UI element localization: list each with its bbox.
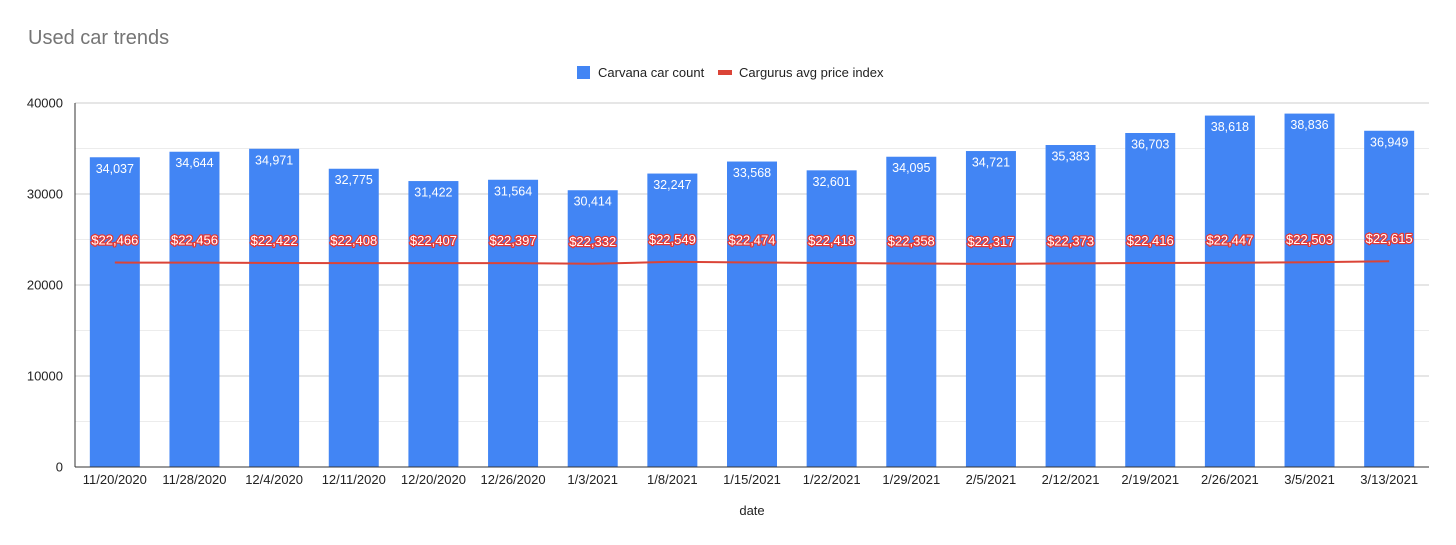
x-tick-label: 2/19/2021 xyxy=(1121,472,1179,487)
line-data-label: $22,407 xyxy=(410,233,457,248)
bar-data-label: 35,383 xyxy=(1051,150,1089,164)
line-data-label: $22,422 xyxy=(251,233,298,248)
x-tick-label: 1/15/2021 xyxy=(723,472,781,487)
legend-label-carvana-car-count: Carvana car count xyxy=(598,65,705,80)
legend-swatch-cargurus-avg-price-index xyxy=(718,70,732,75)
bar-data-label: 38,836 xyxy=(1290,118,1328,132)
bar xyxy=(567,190,618,467)
bar xyxy=(727,161,777,468)
x-tick-label: 1/29/2021 xyxy=(882,472,940,487)
bar-data-label: 32,775 xyxy=(335,173,373,187)
chart-title: Used car trends xyxy=(28,27,169,49)
y-tick-label: 20000 xyxy=(27,278,63,293)
bar-data-label: 36,949 xyxy=(1370,135,1408,149)
line-data-label: $22,408 xyxy=(330,233,377,248)
legend-swatch-carvana-car-count xyxy=(577,66,590,79)
bar-data-label: 34,095 xyxy=(892,161,930,175)
line-data-labels: $22,466 $22,456 $22,422 $22,408 $22,407 $22,3… xyxy=(90,230,1414,250)
x-tick-label: 12/26/2020 xyxy=(481,472,546,487)
bar xyxy=(1204,115,1255,467)
bar-series xyxy=(89,113,1415,468)
x-tick-label: 1/22/2021 xyxy=(803,472,861,487)
line-data-label: $22,447 xyxy=(1206,233,1253,248)
bar-data-label: 31,564 xyxy=(494,184,532,198)
bar xyxy=(886,156,937,467)
bar-data-label: 34,721 xyxy=(972,156,1010,170)
line-data-label: $22,549 xyxy=(649,232,696,247)
bar xyxy=(647,173,698,467)
line-data-label: $22,418 xyxy=(808,233,855,248)
y-tick-label: 10000 xyxy=(27,369,63,384)
x-tick-label: 3/5/2021 xyxy=(1284,472,1335,487)
bar xyxy=(1284,113,1335,467)
bar xyxy=(408,181,459,467)
bar-data-label: 32,601 xyxy=(813,175,851,189)
line-data-label: $22,615 xyxy=(1366,231,1413,246)
bar-data-label: 34,037 xyxy=(96,162,134,176)
x-tick-label: 2/12/2021 xyxy=(1042,472,1100,487)
bar xyxy=(249,148,300,467)
line-data-label: $22,373 xyxy=(1047,233,1094,248)
line-data-label: $22,503 xyxy=(1286,232,1333,247)
bar xyxy=(806,170,857,467)
line-data-label: $22,456 xyxy=(171,233,218,248)
y-tick-label: 0 xyxy=(56,460,63,475)
line-data-label: $22,466 xyxy=(91,233,138,248)
bar xyxy=(1364,130,1415,467)
bar-data-label: 32,247 xyxy=(653,178,691,192)
y-axis-ticks: 0 10000 20000 30000 40000 xyxy=(27,96,63,475)
bar-data-label: 38,618 xyxy=(1211,120,1249,134)
x-tick-label: 12/4/2020 xyxy=(245,472,303,487)
bar xyxy=(1125,133,1176,468)
line-series xyxy=(114,260,1390,265)
bar xyxy=(1045,145,1096,467)
line-data-label: $22,397 xyxy=(490,233,537,248)
line-data-label: $22,474 xyxy=(729,232,776,247)
bar-data-label: 34,971 xyxy=(255,153,293,167)
line-data-label: $22,416 xyxy=(1127,233,1174,248)
bar-data-labels: 34,037 34,644 34,971 32,775 31,422 31,564 30,4… xyxy=(96,118,1409,209)
x-tick-label: 1/3/2021 xyxy=(567,472,618,487)
bar xyxy=(965,151,1016,468)
line-data-label: $22,358 xyxy=(888,234,935,249)
y-tick-label: 30000 xyxy=(27,187,63,202)
x-tick-label: 12/11/2020 xyxy=(322,472,386,487)
bar-data-label: 31,422 xyxy=(414,186,452,200)
legend-label-cargurus-avg-price-index: Cargurus avg price index xyxy=(739,65,884,80)
y-tick-label: 40000 xyxy=(27,96,63,111)
bar xyxy=(328,168,379,467)
axes xyxy=(74,103,1429,468)
x-tick-label: 11/20/2020 xyxy=(83,472,147,487)
bar xyxy=(169,151,220,467)
bar-data-label: 36,703 xyxy=(1131,138,1169,152)
x-tick-label: 3/13/2021 xyxy=(1360,472,1418,487)
x-tick-label: 12/20/2020 xyxy=(401,472,466,487)
x-tick-label: 2/26/2021 xyxy=(1201,472,1259,487)
line-data-label: $22,317 xyxy=(967,234,1014,249)
bar-data-label: 33,568 xyxy=(733,166,771,180)
bar-data-label: 30,414 xyxy=(574,195,612,209)
bar xyxy=(89,157,140,467)
x-tick-label: 1/8/2021 xyxy=(647,472,698,487)
legend: Carvana car count Cargurus avg price ind… xyxy=(577,65,884,80)
x-axis-ticks: 11/20/2020 11/28/2020 12/4/2020 12/11/2020 1… xyxy=(83,472,1418,487)
x-tick-label: 11/28/2020 xyxy=(162,472,226,487)
x-tick-label: 2/5/2021 xyxy=(966,472,1017,487)
x-axis-title: date xyxy=(739,503,764,518)
line-data-label: $22,332 xyxy=(569,234,616,249)
bar xyxy=(488,179,539,468)
bar-data-label: 34,644 xyxy=(175,156,213,170)
